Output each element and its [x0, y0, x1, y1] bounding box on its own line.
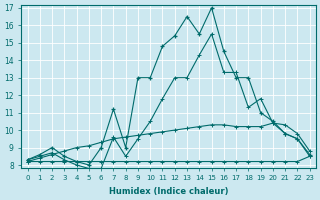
X-axis label: Humidex (Indice chaleur): Humidex (Indice chaleur): [109, 187, 228, 196]
